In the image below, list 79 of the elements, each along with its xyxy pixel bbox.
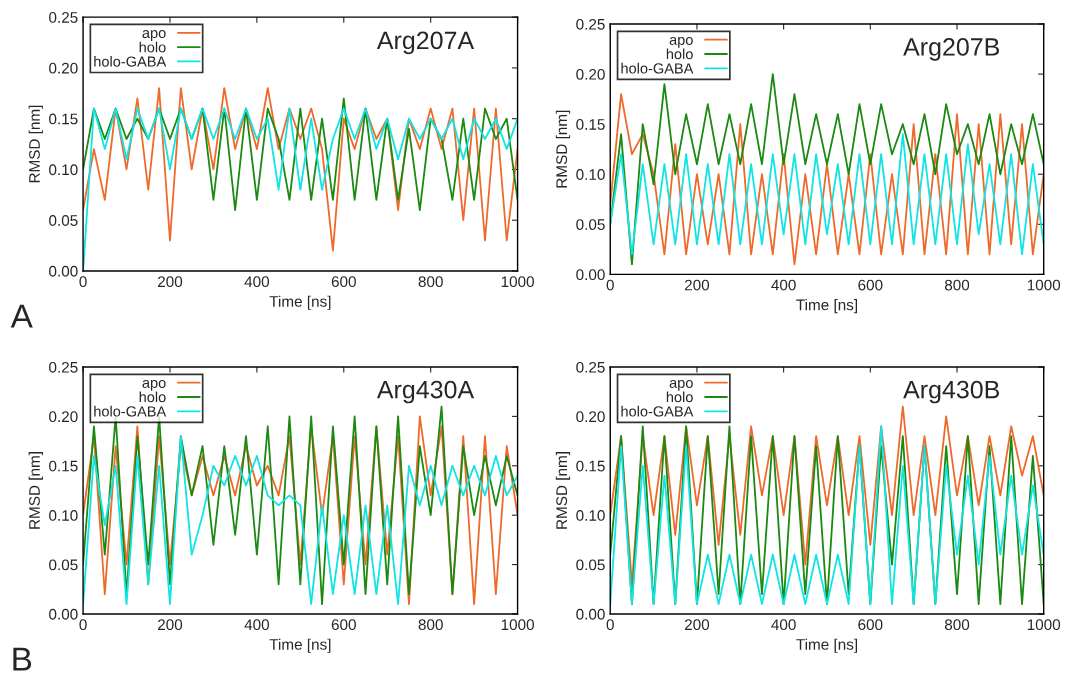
y-tick-label: 0.05 <box>576 219 605 231</box>
legend-label: apo <box>669 36 693 48</box>
x-tick-label: 400 <box>771 619 796 631</box>
x-tick-label: 0 <box>606 619 614 631</box>
x-tick-label: 600 <box>858 279 883 291</box>
text: B <box>13 647 32 671</box>
line-series <box>83 97 518 211</box>
y-tick-label: 0.25 <box>576 361 605 373</box>
y-tick-label: 0.15 <box>49 113 78 125</box>
x-tick-label: 200 <box>684 619 710 631</box>
x-tick-label: 400 <box>771 279 796 291</box>
legend-label: holo <box>139 41 166 53</box>
text: Arg207A <box>376 31 475 55</box>
x-axis-title: Time [ns] <box>269 638 331 653</box>
y-tick-label: 0.00 <box>576 269 605 281</box>
x-tick-label: 600 <box>331 619 356 631</box>
y-axis-title: RMSD [nm] <box>28 105 43 183</box>
x-axis-title: Time [ns] <box>269 295 331 310</box>
y-tick-label: 0.15 <box>49 460 78 472</box>
legend-label: holo <box>666 391 693 403</box>
x-tick-label: 0 <box>79 276 87 288</box>
x-axis-title: Time [ns] <box>796 638 858 653</box>
y-tick-label: 0.25 <box>576 18 605 30</box>
line-series <box>610 133 1044 256</box>
x-tick-label: 800 <box>944 279 970 291</box>
y-tick-label: 0.20 <box>49 411 78 423</box>
legend-label: apo <box>669 379 693 391</box>
x-tick-label: 200 <box>684 279 710 291</box>
y-tick-label: 0.20 <box>576 68 605 80</box>
x-tick-label: 800 <box>418 619 443 631</box>
legend-label: holo <box>666 48 693 60</box>
legend-label: apo <box>142 379 166 391</box>
text: Arg430A <box>376 380 475 404</box>
x-tick-label: 400 <box>244 619 270 631</box>
x-tick-label: 1000 <box>501 619 534 631</box>
x-tick-label: 200 <box>158 619 183 631</box>
y-tick-label: 0.25 <box>49 361 78 373</box>
y-tick-label: 0.20 <box>49 62 78 74</box>
y-tick-label: 0.05 <box>49 559 78 571</box>
x-tick-label: 400 <box>244 276 270 288</box>
x-tick-label: 200 <box>158 276 183 288</box>
text: Arg207B <box>903 38 1000 61</box>
text: Arg430B <box>903 380 1000 404</box>
y-tick-label: 0.00 <box>576 608 605 620</box>
y-axis-title: RMSD [nm] <box>28 452 43 529</box>
x-tick-label: 1000 <box>1027 279 1061 291</box>
x-tick-label: 600 <box>858 619 883 631</box>
y-tick-label: 0.10 <box>49 164 78 176</box>
y-tick-label: 0.20 <box>576 411 605 423</box>
x-tick-label: 600 <box>331 276 356 288</box>
y-tick-label: 0.15 <box>576 460 605 472</box>
x-tick-label: 0 <box>606 279 614 291</box>
line-series <box>83 87 518 252</box>
legend-label: holo <box>139 391 166 403</box>
y-tick-label: 0.15 <box>576 119 605 130</box>
x-tick-label: 800 <box>944 619 970 631</box>
y-tick-label: 0.00 <box>49 265 78 277</box>
legend-label: holo-GABA <box>94 56 167 67</box>
line-series <box>610 405 1044 586</box>
x-tick-label: 800 <box>418 276 443 288</box>
y-tick-label: 0.10 <box>576 510 605 521</box>
y-axis-title: RMSD [nm] <box>555 452 571 529</box>
line-series <box>610 425 1044 605</box>
text: A <box>10 304 33 328</box>
y-tick-label: 0.00 <box>49 608 78 620</box>
x-tick-label: 1000 <box>1027 619 1061 631</box>
x-tick-label: 0 <box>79 619 87 631</box>
y-tick-label: 0.25 <box>49 12 78 23</box>
y-axis-title: RMSD [nm] <box>555 110 571 188</box>
x-tick-label: 1000 <box>501 276 534 288</box>
y-tick-label: 0.05 <box>576 559 605 571</box>
y-tick-label: 0.05 <box>49 215 78 226</box>
legend-label: holo-GABA <box>94 405 167 417</box>
y-tick-label: 0.10 <box>49 510 78 521</box>
legend-label: holo-GABA <box>621 405 694 417</box>
legend-label: apo <box>142 30 166 41</box>
legend-label: holo-GABA <box>621 62 694 74</box>
y-tick-label: 0.10 <box>576 169 605 180</box>
x-axis-title: Time [ns] <box>796 299 858 314</box>
